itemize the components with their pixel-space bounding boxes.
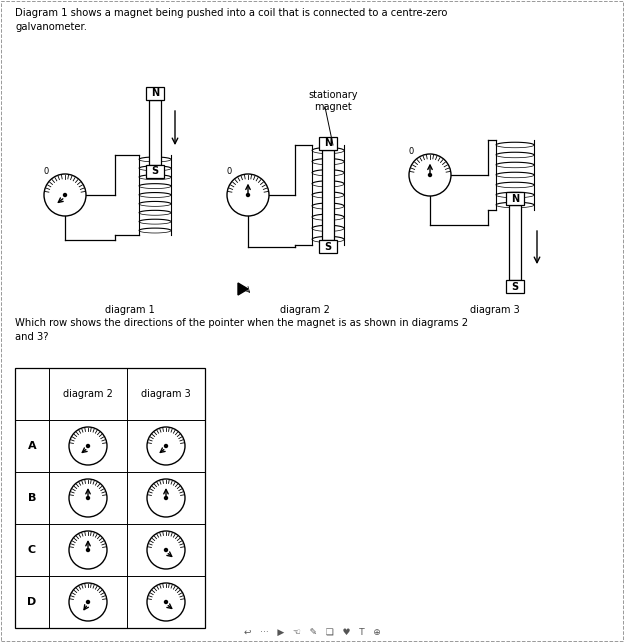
Text: Diagram 1 shows a magnet being pushed into a coil that is connected to a centre-: Diagram 1 shows a magnet being pushed in… xyxy=(15,8,447,32)
Bar xyxy=(15,368,205,628)
Bar xyxy=(506,280,524,293)
Text: N: N xyxy=(324,139,332,148)
Text: diagram 2: diagram 2 xyxy=(280,305,330,315)
Text: 0: 0 xyxy=(227,168,232,177)
Bar xyxy=(509,205,521,280)
Circle shape xyxy=(147,427,185,465)
Text: diagram 2: diagram 2 xyxy=(63,389,113,399)
Bar xyxy=(322,150,334,240)
Bar xyxy=(149,100,161,165)
Circle shape xyxy=(429,173,432,177)
Text: D: D xyxy=(27,597,37,607)
Text: Which row shows the directions of the pointer when the magnet is as shown in dia: Which row shows the directions of the po… xyxy=(15,318,468,342)
Text: A: A xyxy=(27,441,36,451)
Text: 0: 0 xyxy=(409,148,414,157)
Circle shape xyxy=(87,444,89,447)
Bar xyxy=(146,165,164,178)
Circle shape xyxy=(69,583,107,621)
Circle shape xyxy=(227,174,269,216)
Bar xyxy=(146,87,164,100)
Text: stationary
magnet: stationary magnet xyxy=(308,90,358,112)
Text: ↩   ···   ▶   ☜   ✎   ❏   ♥   T   ⊕: ↩ ··· ▶ ☜ ✎ ❏ ♥ T ⊕ xyxy=(243,627,381,636)
Circle shape xyxy=(147,583,185,621)
Text: diagram 3: diagram 3 xyxy=(141,389,191,399)
Text: diagram 3: diagram 3 xyxy=(470,305,520,315)
Polygon shape xyxy=(238,283,248,295)
Bar xyxy=(319,240,337,253)
Circle shape xyxy=(246,193,250,196)
Circle shape xyxy=(147,531,185,569)
Text: N: N xyxy=(511,193,519,204)
Bar xyxy=(319,137,337,150)
Circle shape xyxy=(87,600,89,603)
Text: S: S xyxy=(324,241,331,252)
Circle shape xyxy=(44,174,86,216)
Circle shape xyxy=(69,479,107,517)
Circle shape xyxy=(165,600,167,603)
Text: diagram 1: diagram 1 xyxy=(105,305,155,315)
Circle shape xyxy=(69,531,107,569)
Circle shape xyxy=(165,444,167,447)
Text: 0: 0 xyxy=(44,168,49,177)
Text: N: N xyxy=(151,89,159,98)
Text: B: B xyxy=(28,493,36,503)
Text: C: C xyxy=(28,545,36,555)
Circle shape xyxy=(165,548,167,551)
Circle shape xyxy=(64,193,67,196)
Text: S: S xyxy=(152,166,158,177)
Circle shape xyxy=(87,548,89,551)
Circle shape xyxy=(147,479,185,517)
Text: S: S xyxy=(512,281,519,291)
Circle shape xyxy=(87,496,89,499)
Circle shape xyxy=(69,427,107,465)
Circle shape xyxy=(409,154,451,196)
Bar xyxy=(506,192,524,205)
Circle shape xyxy=(165,496,167,499)
